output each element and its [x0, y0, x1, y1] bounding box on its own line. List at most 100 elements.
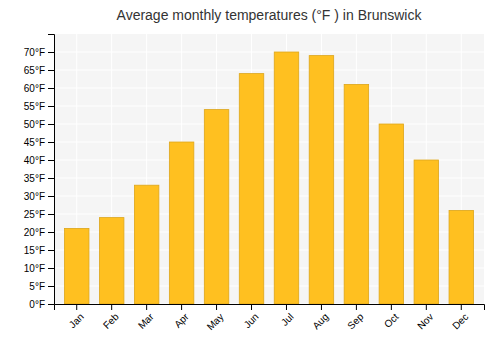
tick-mark: [48, 178, 54, 179]
tick-mark: [48, 196, 54, 197]
tick: 50°F: [24, 119, 54, 130]
tick: Feb: [101, 304, 121, 331]
tick-label: May: [205, 311, 226, 332]
tick-mark: [48, 124, 54, 125]
tick: Nov: [415, 304, 435, 331]
tick-label: 20°F: [24, 227, 45, 238]
tick-mark: [356, 304, 357, 310]
tick: 20°F: [24, 227, 54, 238]
tick-mark: [426, 304, 427, 310]
bar: [64, 228, 88, 304]
tick-label: 40°F: [24, 155, 45, 166]
tick-mark: [48, 142, 54, 143]
tick: Aug: [310, 304, 330, 331]
chart: 0°F 5°F 10°F 15°F 20°F 25°F 30°F 35°F 40°F 45°F 50…: [0, 0, 500, 350]
tick-mark: [286, 304, 287, 310]
tick-label: Nov: [415, 311, 435, 331]
tick-label: 50°F: [24, 119, 45, 130]
tick-mark: [391, 304, 392, 310]
tick: May: [205, 304, 226, 332]
bar: [379, 124, 403, 304]
tick: 10°F: [24, 263, 54, 274]
tick: 45°F: [24, 137, 54, 148]
tick-label: Mar: [136, 311, 156, 331]
tick: 15°F: [24, 245, 54, 256]
bar: [239, 74, 263, 304]
y-axis: 0°F 5°F 10°F 15°F 20°F 25°F 30°F 35°F 40°F 45°F 50…: [24, 35, 55, 310]
tick-mark: [48, 106, 54, 107]
tick-label: 30°F: [24, 191, 45, 202]
tick-mark: [48, 214, 54, 215]
x-axis: Jan Feb Mar Apr May Jun Jul Aug Sep Oct Nov Dec: [55, 304, 485, 332]
tick-label: 60°F: [24, 83, 45, 94]
tick-mark: [48, 52, 54, 53]
tick-mark: [251, 304, 252, 310]
tick-mark: [111, 304, 112, 310]
tick: 25°F: [24, 209, 54, 220]
grid-line: [54, 124, 484, 125]
tick: 70°F: [24, 47, 54, 58]
bar: [204, 110, 228, 304]
grid-line: [54, 52, 484, 53]
tick: Jul: [279, 304, 296, 328]
tick: Jan: [67, 304, 86, 330]
tick: 60°F: [24, 83, 54, 94]
bar: [309, 56, 333, 304]
tick-mark: [146, 304, 147, 310]
tick-label: Feb: [101, 311, 121, 331]
bar: [344, 84, 368, 304]
tick: 40°F: [24, 155, 54, 166]
tick-label: Jul: [279, 311, 296, 328]
grid-line: [54, 88, 484, 89]
tick: Jun: [242, 304, 261, 330]
tick-label: 45°F: [24, 137, 45, 148]
tick: Dec: [450, 304, 470, 331]
tick-label: 5°F: [29, 281, 45, 292]
tick-mark: [48, 268, 54, 269]
bar: [449, 210, 473, 304]
tick-label: Sep: [345, 311, 366, 332]
bar: [414, 160, 438, 304]
tick-label: 35°F: [24, 173, 45, 184]
tick: Oct: [382, 304, 401, 330]
tick: Mar: [136, 304, 156, 331]
axis-line: [48, 35, 55, 305]
tick-mark: [216, 304, 217, 310]
tick-mark: [461, 304, 462, 310]
tick-label: 65°F: [24, 65, 45, 76]
tick-mark: [48, 286, 54, 287]
tick: Apr: [172, 304, 191, 330]
tick: Sep: [345, 304, 366, 331]
tick-mark: [48, 232, 54, 233]
tick-label: Jan: [67, 311, 86, 330]
grid-line: [54, 70, 484, 71]
tick: 35°F: [24, 173, 54, 184]
tick-label: 70°F: [24, 47, 45, 58]
bar: [99, 218, 123, 304]
plot-background: [54, 34, 484, 304]
tick-label: Dec: [450, 311, 470, 331]
tick-mark: [48, 88, 54, 89]
bar: [134, 185, 158, 304]
tick: 5°F: [29, 281, 54, 292]
tick: 30°F: [24, 191, 54, 202]
grid-line: [54, 106, 484, 107]
bar: [274, 52, 298, 304]
tick-label: 55°F: [24, 101, 45, 112]
bar: [169, 142, 193, 304]
tick-label: 15°F: [24, 245, 45, 256]
tick: 0°F: [29, 299, 54, 310]
tick-label: 25°F: [24, 209, 45, 220]
tick-mark: [181, 304, 182, 310]
axis-line: [55, 305, 485, 311]
tick-mark: [48, 250, 54, 251]
tick-label: Jun: [242, 311, 261, 330]
tick: 65°F: [24, 65, 54, 76]
tick-mark: [76, 304, 77, 310]
tick: 55°F: [24, 101, 54, 112]
tick-label: Apr: [172, 311, 191, 330]
title: Average monthly temperatures (°F ) in Br…: [117, 7, 423, 23]
tick-label: 10°F: [24, 263, 45, 274]
grid: [54, 34, 484, 304]
tick-label: 0°F: [29, 299, 45, 310]
